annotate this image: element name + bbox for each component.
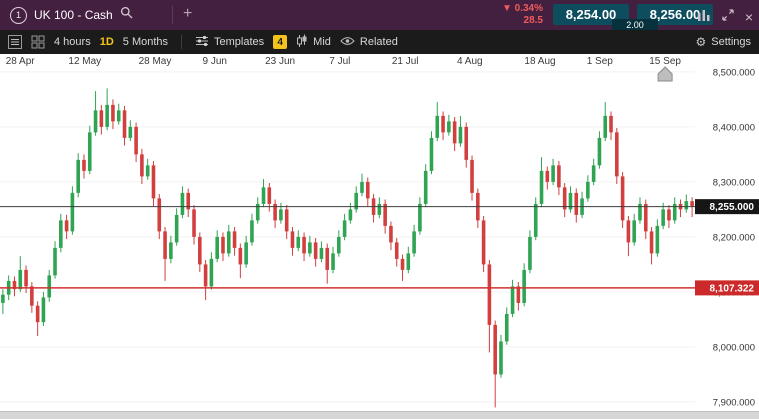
instrument-title: UK 100 - Cash	[34, 8, 113, 22]
svg-text:8,300.000: 8,300.000	[713, 177, 755, 188]
change-points: 28.5	[502, 15, 543, 27]
svg-text:9 Jun: 9 Jun	[203, 56, 227, 67]
candlestick-series	[1, 88, 694, 407]
add-tab-button[interactable]: +	[183, 3, 192, 25]
down-arrow-icon: ▼	[502, 3, 512, 14]
indicator-count-badge[interactable]: 4	[273, 35, 287, 49]
chart-area[interactable]: 8,500.000 8,400.000 8,300.000 8,200.000 8,10…	[0, 54, 759, 411]
search-icon[interactable]	[120, 6, 133, 24]
price-gridlines	[0, 72, 695, 402]
support-price-label[interactable]: 8,107.322	[695, 280, 759, 295]
tab-separator	[172, 6, 173, 24]
eye-icon	[340, 36, 355, 49]
svg-text:12 May: 12 May	[68, 56, 101, 67]
svg-text:7 Jul: 7 Jul	[329, 56, 350, 67]
x-axis-labels: 28 Apr 12 May 28 May 9 Jun 23 Jun 7 Jul 21 Jul…	[6, 56, 682, 67]
svg-text:28 May: 28 May	[139, 56, 172, 67]
svg-text:8,500.000: 8,500.000	[713, 67, 755, 78]
date-marker-icon[interactable]	[658, 67, 672, 81]
svg-text:8,400.000: 8,400.000	[713, 122, 755, 133]
range-selector[interactable]: 5 Months	[123, 36, 168, 48]
svg-text:21 Jul: 21 Jul	[392, 56, 419, 67]
price-type-selector[interactable]: Mid	[296, 34, 331, 51]
interval-selector[interactable]: 4 hours	[54, 36, 91, 48]
candlestick-chart[interactable]: 8,500.000 8,400.000 8,300.000 8,200.000 8,10…	[0, 54, 759, 411]
top-bar: 1 UK 100 - Cash + ▼ 0.34% 28.5 8,254.00 …	[0, 0, 759, 30]
svg-text:28 Apr: 28 Apr	[6, 56, 36, 67]
expand-icon[interactable]	[722, 8, 734, 26]
chart-list-icon[interactable]	[8, 35, 22, 49]
range-1d-button[interactable]: 1D	[100, 36, 114, 48]
price-change-block: ▼ 0.34% 28.5	[502, 3, 543, 27]
templates-button[interactable]: Templates	[195, 34, 264, 51]
current-price-label: 8,255.000	[695, 199, 759, 214]
close-icon[interactable]: ×	[745, 11, 753, 23]
svg-text:4 Aug: 4 Aug	[457, 56, 483, 67]
y-axis-labels[interactable]: 8,500.000 8,400.000 8,300.000 8,200.000 8,10…	[713, 67, 755, 408]
svg-text:7,900.000: 7,900.000	[713, 397, 755, 408]
tab-number-badge: 1	[10, 7, 27, 24]
toolbar-separator	[181, 35, 182, 49]
svg-text:8,107.322: 8,107.322	[710, 283, 755, 294]
svg-text:8,255.000: 8,255.000	[710, 202, 755, 213]
sliders-icon	[195, 34, 209, 51]
window-controls: ×	[697, 8, 753, 26]
instrument-tab[interactable]: 1 UK 100 - Cash	[0, 0, 143, 30]
gear-icon: ⚙	[695, 35, 706, 49]
svg-text:8,200.000: 8,200.000	[713, 232, 755, 243]
layout-grid-icon[interactable]	[31, 35, 45, 49]
change-percent: ▼ 0.34%	[502, 3, 543, 15]
candlestick-icon	[296, 34, 308, 51]
svg-text:18 Aug: 18 Aug	[524, 56, 555, 67]
chart-view-icon[interactable]	[697, 8, 711, 26]
svg-text:8,000.000: 8,000.000	[713, 342, 755, 353]
spread-value: 2.00	[612, 19, 658, 30]
chart-toolbar: 4 hours 1D 5 Months Templates 4 Mid	[0, 30, 759, 54]
settings-button[interactable]: ⚙ Settings	[695, 35, 751, 49]
svg-text:1 Sep: 1 Sep	[587, 56, 614, 67]
svg-text:23 Jun: 23 Jun	[265, 56, 295, 67]
related-button[interactable]: Related	[340, 36, 398, 49]
svg-text:15 Sep: 15 Sep	[649, 56, 681, 67]
